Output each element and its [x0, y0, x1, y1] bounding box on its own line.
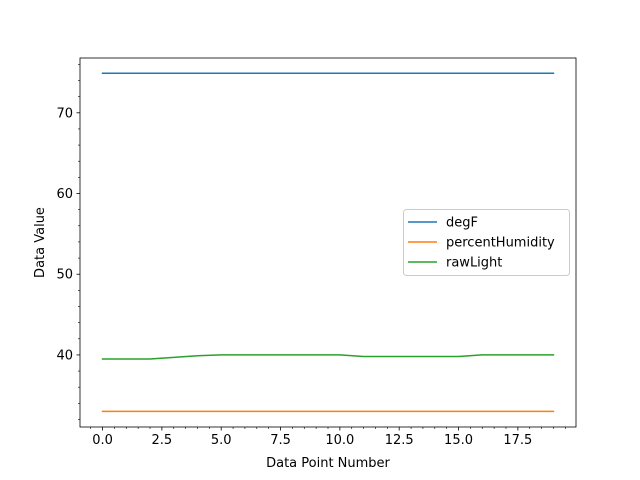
- legend: degF percentHumidity rawLight: [403, 209, 570, 276]
- x-tick-label: 17.5: [503, 433, 532, 448]
- x-tick-label: 5.0: [211, 433, 232, 448]
- x-tick-label: 2.5: [152, 433, 173, 448]
- x-tick-label: 0.0: [92, 433, 113, 448]
- y-tick-label: 50: [56, 268, 73, 283]
- x-tick-label: 7.5: [270, 433, 291, 448]
- legend-frame: [403, 209, 570, 276]
- y-tick-label: 40: [56, 348, 73, 363]
- x-tick-label: 10.0: [325, 433, 354, 448]
- axes-frame: [79, 57, 577, 428]
- series-line-rawLight: [101, 354, 555, 360]
- x-tick-label: 12.5: [385, 433, 414, 448]
- y-axis-label: Data Value: [33, 207, 48, 278]
- x-tick-label: 15.0: [444, 433, 473, 448]
- plot-area: [101, 72, 555, 413]
- y-tick-label: 60: [56, 187, 73, 202]
- y-tick-label: 70: [56, 106, 73, 121]
- y-axis: 40 50 60 70: [56, 64, 80, 420]
- x-axis-label: Data Point Number: [266, 456, 390, 471]
- x-axis: 0.0 2.5 5.0 7.5 10.0 12.5 15.0 17.5: [90, 427, 566, 448]
- legend-label: percentHumidity: [446, 236, 555, 251]
- legend-label: rawLight: [446, 256, 502, 271]
- legend-label: degF: [446, 216, 478, 231]
